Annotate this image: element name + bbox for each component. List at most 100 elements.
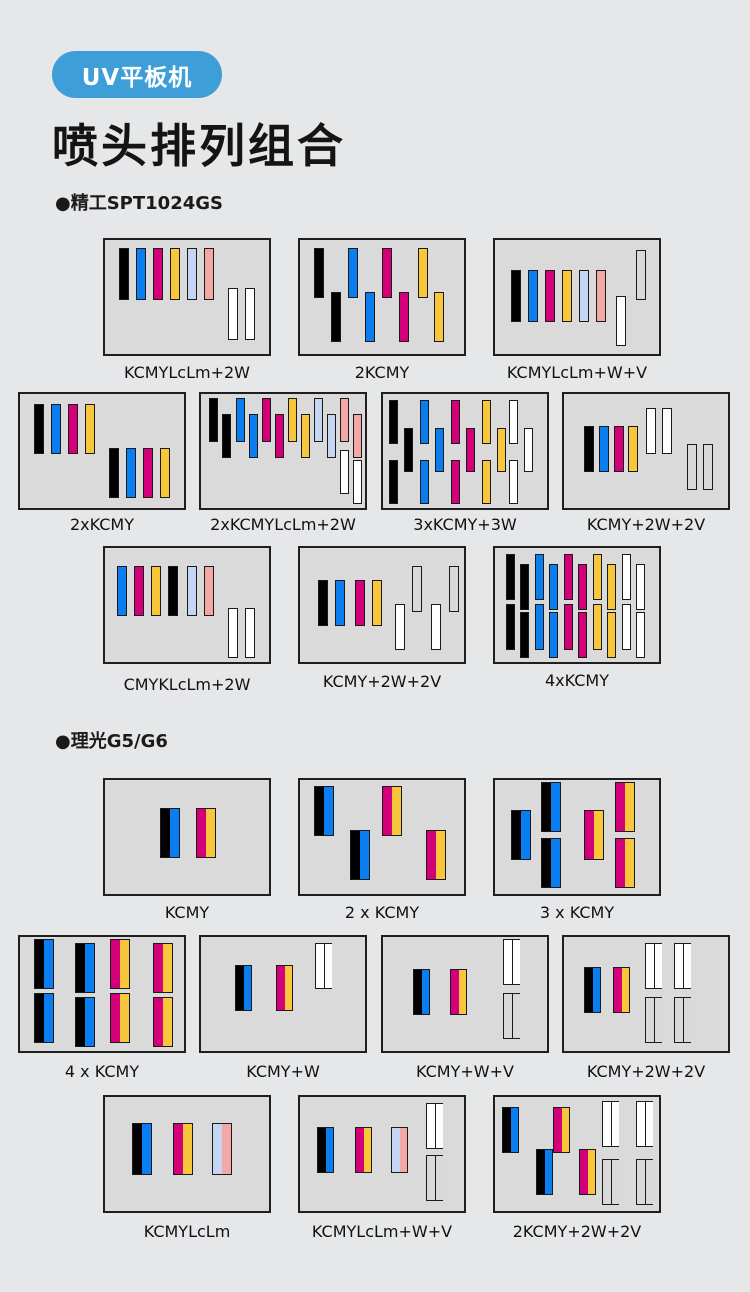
printhead-w	[622, 554, 631, 600]
printhead-m	[451, 460, 460, 504]
nozzle-layout-ricoh-9: KCMYLcLm+W+V	[298, 1095, 466, 1244]
printhead-channel-y	[120, 994, 129, 1042]
nozzle-layout-seiko-4: 2xKCMY	[18, 392, 186, 537]
nozzle-diagram-box	[562, 935, 730, 1053]
nozzle-layout-seiko-1: KCMYLcLm+2W	[103, 238, 271, 385]
printhead-m	[68, 404, 78, 454]
printhead-m	[545, 270, 555, 322]
printhead-w	[353, 460, 362, 504]
nozzle-layout-seiko-5: 2xKCMYLcLm+2W	[199, 392, 367, 537]
printhead-y	[434, 292, 444, 342]
section-label-ricoh: ●理光G5/G6	[55, 731, 168, 752]
nozzle-layout-ricoh-4: 4 x KCMY	[18, 935, 186, 1084]
printhead-channel-w	[610, 1102, 619, 1146]
printhead-channel-k	[318, 1128, 326, 1172]
printhead-y	[288, 398, 297, 442]
printhead-m	[134, 566, 144, 616]
printhead-m	[262, 398, 271, 442]
printhead-c	[535, 604, 544, 650]
printhead-channel-v	[637, 1160, 645, 1204]
printhead-vv	[602, 1159, 619, 1205]
printhead-kc	[541, 838, 561, 888]
printhead-c	[365, 292, 375, 342]
nozzle-layout-ricoh-6: KCMY+W+V	[381, 935, 549, 1084]
printhead-channel-w	[434, 1104, 443, 1148]
printhead-m	[564, 554, 573, 600]
printhead-my	[450, 969, 467, 1015]
printhead-kc	[536, 1149, 553, 1195]
printhead-channel-y	[561, 1108, 569, 1152]
nozzle-layout-seiko-8: CMYKLcLm+2W	[103, 546, 271, 697]
printhead-k	[389, 400, 398, 444]
section-label-seiko: ●精工SPT1024GS	[55, 193, 223, 214]
printhead-lm	[204, 566, 214, 616]
nozzle-layout-caption: KCMYLcLm	[143, 1222, 231, 1241]
printhead-channel-c	[421, 970, 429, 1014]
printhead-channel-m	[580, 1150, 588, 1194]
printhead-channel-c	[85, 944, 94, 992]
nozzle-diagram-box	[298, 778, 466, 896]
printhead-channel-y	[120, 940, 129, 988]
printhead-channel-k	[35, 994, 44, 1042]
printhead-c	[51, 404, 61, 454]
printhead-c	[599, 426, 609, 472]
printhead-c	[348, 248, 358, 298]
printhead-channel-v	[434, 1156, 443, 1200]
printhead-y	[628, 426, 638, 472]
printhead-channel-y	[458, 970, 466, 1014]
nozzle-layout-seiko-2: 2KCMY	[298, 238, 466, 385]
printhead-channel-lc	[392, 1128, 400, 1172]
printhead-w	[646, 408, 656, 454]
printhead-channel-y	[163, 998, 172, 1046]
nozzle-diagram-box	[103, 778, 271, 896]
printhead-c	[549, 612, 558, 658]
printhead-channel-w	[682, 944, 691, 988]
printhead-lm	[340, 398, 349, 442]
printhead-channel-k	[236, 966, 244, 1010]
printhead-channel-w	[653, 944, 662, 988]
printhead-kc	[413, 969, 430, 1015]
printhead-channel-m	[111, 940, 120, 988]
printhead-channel-v	[504, 994, 512, 1038]
printhead-kc	[350, 830, 370, 880]
printhead-v	[703, 444, 713, 490]
printhead-channel-y	[625, 783, 634, 831]
printhead-lm	[596, 270, 606, 322]
printhead-channel-m	[383, 787, 392, 835]
printhead-lm	[204, 248, 214, 300]
printhead-lc	[314, 398, 323, 442]
printhead-channel-y	[183, 1124, 192, 1174]
printhead-channel-v	[653, 998, 662, 1042]
printhead-w	[228, 288, 238, 340]
printhead-k	[506, 604, 515, 650]
printhead-channel-c	[170, 809, 179, 857]
printhead-m	[355, 580, 365, 626]
printhead-m	[466, 428, 475, 472]
printhead-k	[331, 292, 341, 342]
printhead-channel-y	[163, 944, 172, 992]
printhead-k	[520, 612, 529, 658]
printhead-c	[136, 248, 146, 300]
nozzle-layout-caption: KCMY+W	[246, 1062, 320, 1081]
nozzle-diagram-box	[381, 935, 549, 1053]
printhead-w	[616, 296, 626, 346]
printhead-ww	[636, 1101, 653, 1147]
printhead-lc	[327, 414, 336, 458]
printhead-y	[418, 248, 428, 298]
printhead-v	[636, 250, 646, 300]
printhead-kc	[317, 1127, 334, 1173]
printhead-m	[399, 292, 409, 342]
printhead-c	[549, 564, 558, 610]
printhead-channel-y	[587, 1150, 595, 1194]
printhead-channel-c	[360, 831, 369, 879]
nozzle-layout-caption: KCMY+2W+2V	[586, 1062, 706, 1081]
printhead-k	[222, 414, 231, 458]
nozzle-layout-ricoh-7: KCMY+2W+2V	[562, 935, 730, 1084]
printhead-k	[109, 448, 119, 498]
printhead-kc	[584, 967, 601, 1013]
printhead-vv	[503, 993, 520, 1039]
printhead-channel-k	[542, 783, 551, 831]
nozzle-layout-ricoh-3: 3 x KCMY	[493, 778, 661, 925]
nozzle-diagram-box	[18, 392, 186, 510]
nozzle-diagram-box	[103, 1095, 271, 1213]
